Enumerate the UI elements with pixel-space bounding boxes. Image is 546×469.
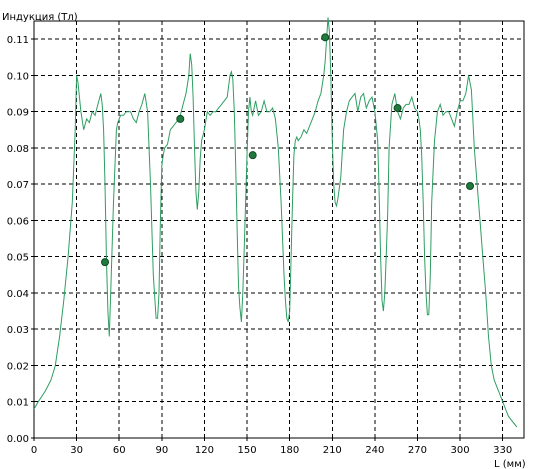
data-marker — [393, 104, 402, 113]
grid — [34, 21, 524, 438]
y-tick-label: 0.06 — [7, 216, 29, 227]
x-tick-label: 330 — [493, 445, 512, 456]
y-tick-label: 0.05 — [7, 253, 29, 264]
x-tick-label: 240 — [365, 445, 384, 456]
y-tick-label: 0.09 — [7, 108, 29, 119]
x-tick-label: 210 — [323, 445, 342, 456]
x-axis-title: L (мм) — [494, 459, 526, 469]
y-tick-label: 0.11 — [7, 35, 29, 46]
y-tick-label: 0.07 — [7, 180, 29, 191]
x-tick-label: 60 — [113, 445, 126, 456]
data-marker — [321, 33, 330, 42]
series-line — [33, 17, 518, 428]
y-tick-label: 0.00 — [7, 434, 29, 445]
y-tick-label: 0.02 — [7, 361, 29, 372]
y-axis-title: Индукция (Тл) — [2, 12, 78, 23]
plot-area — [33, 20, 525, 439]
x-tick-label: 180 — [280, 445, 299, 456]
x-tick-label: 150 — [237, 445, 256, 456]
x-tick-label: 120 — [195, 445, 214, 456]
y-tick-label: 0.03 — [7, 325, 29, 336]
data-marker — [101, 258, 110, 267]
x-tick-label: 30 — [70, 445, 83, 456]
data-marker — [176, 114, 185, 123]
x-tick-label: 300 — [451, 445, 470, 456]
x-tick-label: 0 — [31, 445, 37, 456]
axis-ticks: 0.00 0.01 0.02 0.03 0.04 0.05 0.06 0.07 0.08 0.09… — [7, 35, 513, 456]
data-markers — [101, 33, 475, 267]
y-tick-label: 0.10 — [7, 71, 29, 82]
y-tick-label: 0.01 — [7, 398, 29, 409]
data-marker — [466, 181, 475, 190]
y-tick-label: 0.04 — [7, 289, 29, 300]
x-tick-label: 90 — [155, 445, 168, 456]
y-tick-label: 0.08 — [7, 144, 29, 155]
data-marker — [248, 151, 257, 160]
x-tick-label: 270 — [408, 445, 427, 456]
